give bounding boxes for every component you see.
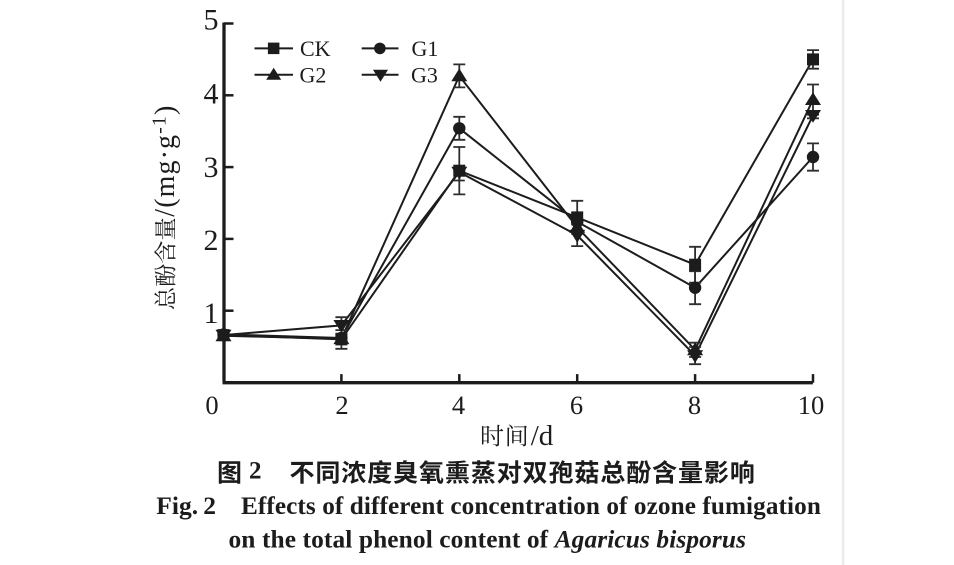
- svg-text:2: 2: [204, 224, 219, 257]
- svg-text:G2: G2: [300, 62, 327, 87]
- svg-text:4: 4: [452, 390, 465, 420]
- svg-text:5: 5: [204, 3, 219, 36]
- svg-text:Fig. 2: Fig. 2: [156, 491, 216, 520]
- svg-text:CK: CK: [300, 36, 331, 61]
- svg-text:Effects of different concentra: Effects of different concentration of oz…: [241, 493, 821, 520]
- svg-text:on the total phenol content of: on the total phenol content of Agaricus …: [229, 525, 747, 553]
- svg-text:4: 4: [204, 78, 219, 111]
- svg-text:2: 2: [335, 390, 348, 420]
- svg-text:2: 2: [249, 458, 262, 485]
- svg-text:6: 6: [570, 390, 583, 420]
- svg-text:3: 3: [204, 151, 219, 184]
- svg-text:G3: G3: [411, 62, 438, 87]
- svg-text:1: 1: [204, 297, 219, 330]
- svg-text:G1: G1: [412, 36, 439, 61]
- svg-text:/d: /d: [531, 420, 554, 452]
- svg-text:10: 10: [798, 390, 825, 420]
- svg-text:0: 0: [205, 390, 218, 420]
- svg-text:8: 8: [688, 390, 701, 420]
